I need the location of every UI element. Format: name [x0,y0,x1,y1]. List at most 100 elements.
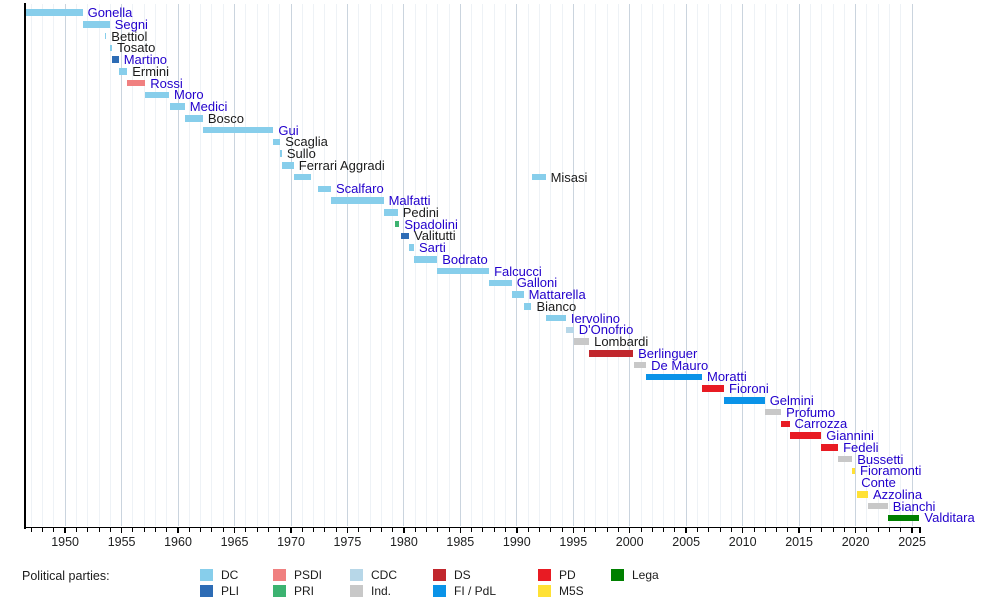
minister-label-d-onofrio[interactable]: D'Onofrio [578,322,634,338]
axis-tick-minor [313,528,314,532]
x-axis-line [24,526,921,529]
axis-tick-minor [87,528,89,532]
minister-label-fedeli[interactable]: Fedeli [843,439,879,455]
timeline-bar-mattarella [511,291,524,298]
gridline-minor [595,4,597,526]
timeline-bar-fedeli [821,444,839,451]
axis-tick-minor [437,528,439,532]
gridline-minor [426,4,427,526]
legend-swatch-ds [433,569,446,581]
minister-label-falcucci[interactable]: Falcucci [494,263,542,279]
legend-swatch-pd [538,569,551,581]
minister-label-iervolino[interactable]: Iervolino [570,310,621,326]
minister-label-conte[interactable]: Conte [861,475,896,491]
minister-label-spadolini[interactable]: Spadolini [404,216,458,232]
gridline-minor [877,4,879,526]
timeline-bar-bianchi [868,502,888,510]
minister-label-rossi[interactable]: Rossi [150,75,183,91]
timeline-bar-berlinguer [589,350,634,357]
gridline-minor [471,4,473,526]
axis-tick-minor [482,528,484,532]
timeline-bar-d-onofrio [565,326,574,334]
minister-label-bodrato[interactable]: Bodrato [442,251,488,267]
axis-tick-minor [889,528,890,532]
axis-tick-minor [776,528,777,532]
minister-label-mattarella[interactable]: Mattarella [528,287,586,303]
gridline-minor [98,4,100,526]
axis-tick-minor [245,528,247,532]
axis-tick-label: 1965 [220,535,249,549]
legend-label-pd: PD [559,568,576,582]
timeline-bar-valditara [887,514,920,522]
legend-swatch-dc [200,569,213,581]
timeline-bar-bussetti [838,455,853,463]
axis-tick-minor [505,528,506,532]
axis-tick-minor [708,528,710,532]
minister-label-moratti[interactable]: Moratti [707,369,747,385]
minister-label-lombardi: Lombardi [594,334,649,350]
timeline-bar-malfatti [331,197,384,204]
minister-label-malfatti[interactable]: Malfatti [388,193,431,209]
legend-label-dc: DC [221,568,239,582]
axis-tick-minor [42,528,43,532]
minister-label-berlinguer[interactable]: Berlinguer [638,345,698,361]
minister-label-ferrari-aggradi: Ferrari Aggradi [298,157,385,173]
axis-tick-label: 2015 [785,535,813,549]
minister-label-valditara[interactable]: Valditara [924,510,975,526]
gridline-major [685,4,687,526]
gridline-major [403,4,405,526]
gridline-major [629,4,631,526]
minister-label-profumo[interactable]: Profumo [786,404,836,420]
minister-label-gonella[interactable]: Gonella [87,5,133,21]
minister-label-galloni[interactable]: Galloni [516,275,558,291]
minister-label-azzolina[interactable]: Azzolina [873,486,923,502]
minister-label-carrozza[interactable]: Carrozza [794,416,848,432]
gridline-minor [606,4,608,526]
legend-label-ds: DS [454,568,471,582]
timeline-bar-scaglia [273,138,281,146]
axis-tick-major [798,528,800,533]
gridline-minor [527,4,529,526]
minister-label-fioramonti[interactable]: Fioramonti [860,463,922,479]
minister-label-bianchi[interactable]: Bianchi [892,498,936,514]
minister-label-gelmini[interactable]: Gelmini [769,392,814,408]
gridline-minor [550,4,552,526]
gridline-minor [505,4,506,526]
minister-label-giannini[interactable]: Giannini [826,428,874,444]
minister-label-medici[interactable]: Medici [189,99,228,115]
axis-tick-major [177,528,179,533]
axis-tick-label: 1990 [502,535,531,549]
legend-label-pli: PLI [221,584,240,598]
axis-tick-minor [109,528,111,532]
legend-label-fi-pdl: FI / PdL [454,584,497,598]
minister-label-sarti[interactable]: Sarti [419,240,446,256]
timeline-bar-segni [82,21,110,28]
axis-tick-major [516,528,518,533]
minister-label-fioroni[interactable]: Fioroni [729,381,769,397]
minister-label-scalfaro[interactable]: Scalfaro [336,181,384,197]
axis-tick-label: 1980 [389,535,418,549]
axis-tick-label: 1955 [107,535,136,549]
gridline-minor [708,4,710,526]
axis-tick-minor [719,528,721,532]
gridline-minor [188,4,190,526]
gridline-minor [132,4,134,526]
axis-tick-minor [279,528,281,532]
timeline-bar-rossi [127,79,146,87]
axis-tick-label: 2005 [672,535,701,549]
minister-label-gui[interactable]: Gui [278,122,299,138]
axis-tick-minor [764,528,766,532]
gridline-minor [437,4,439,526]
timeline-bar-carrozza [781,420,790,428]
gridline-minor [143,4,145,526]
minister-label-de-mauro[interactable]: De Mauro [651,357,709,373]
minister-label-martino[interactable]: Martino [123,52,168,68]
minister-label-bussetti[interactable]: Bussetti [857,451,904,467]
axis-tick-minor [550,528,552,532]
axis-tick-minor [301,528,303,532]
gridline-major [459,4,461,526]
axis-tick-minor [166,528,168,532]
minister-label-segni[interactable]: Segni [114,16,148,32]
minister-label-moro[interactable]: Moro [174,87,204,103]
gridline-minor [369,4,371,526]
